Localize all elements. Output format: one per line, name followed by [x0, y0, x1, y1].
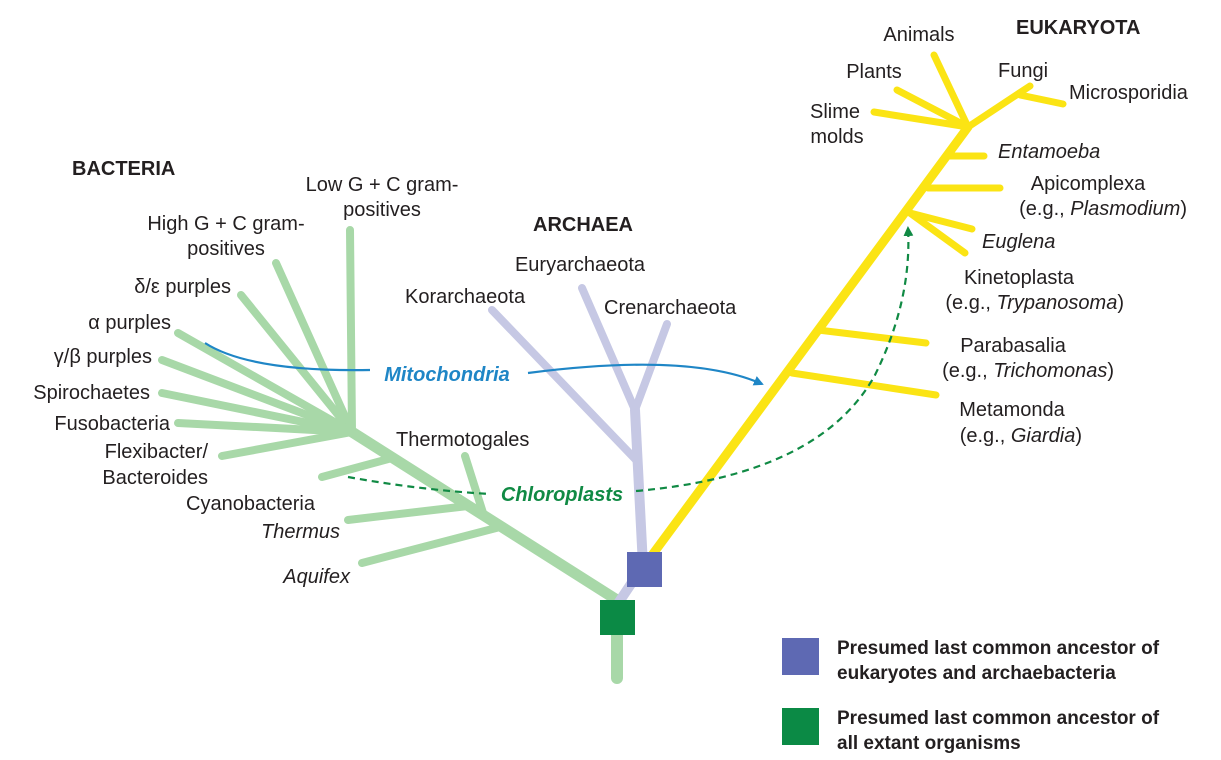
label-high-gc-line1: High G + C gram-: [147, 213, 304, 235]
label-chloroplasts: Chloroplasts: [501, 484, 623, 506]
metamonda-close: ): [1075, 425, 1082, 447]
apicomplexa-genus: Plasmodium: [1070, 198, 1180, 220]
label-metamonda-line1: Metamonda: [959, 399, 1065, 421]
branch-cyanobacteria: [318, 454, 396, 481]
bacteria-heading: BACTERIA: [72, 158, 175, 180]
label-spirochaetes: Spirochaetes: [33, 382, 150, 404]
branch-thermus: [344, 502, 472, 524]
label-kinetoplasta-line1: Kinetoplasta: [964, 267, 1075, 289]
label-crenarchaeota: Crenarchaeota: [604, 297, 737, 319]
branch-thermotogales: [461, 452, 488, 520]
branch-euryarchaeota: [578, 284, 639, 414]
branch-flexibacter: [218, 428, 356, 460]
branch-parabasalia: [814, 326, 930, 347]
label-thermotogales: Thermotogales: [396, 429, 529, 451]
branch-gamma-beta: [158, 356, 356, 436]
label-korarchaeota: Korarchaeota: [405, 286, 526, 308]
label-slime-molds-line2: molds: [810, 126, 863, 148]
label-parabasalia-line1: Parabasalia: [960, 335, 1067, 357]
label-low-gc-line2: positives: [343, 199, 421, 221]
label-low-gc-line1: Low G + C gram-: [306, 174, 459, 196]
branch-slime-molds: [870, 108, 972, 131]
branch-euglena: [906, 209, 976, 233]
mitochondria-arrow-tail: [204, 342, 371, 372]
label-delta-epsilon: δ/ε purples: [134, 276, 231, 298]
apicomplexa-close: ): [1180, 198, 1187, 220]
label-entamoeba: Entamoeba: [998, 141, 1100, 163]
label-kinetoplasta-line2: (e.g., Trypanosoma): [945, 292, 1124, 314]
label-metamonda-line2: (e.g., Giardia): [960, 425, 1082, 447]
branch-spirochaetes: [158, 389, 356, 436]
bacteria-branches: [158, 226, 623, 684]
legend-item2-line1: Presumed last common ancestor of: [837, 708, 1160, 729]
archaea-trunk: [630, 405, 648, 571]
kinetoplasta-eg: (e.g.,: [945, 292, 996, 314]
legend: Presumed last common ancestor of eukaryo…: [782, 638, 1160, 754]
label-slime-molds-line1: Slime: [810, 101, 860, 123]
branch-fusobacteria: [174, 419, 356, 436]
branch-high-gc: [272, 259, 356, 436]
branch-animals: [930, 51, 972, 131]
branch-korarchaeota: [488, 306, 642, 466]
label-parabasalia-line2: (e.g., Trichomonas): [942, 360, 1114, 382]
chloroplast-arrow-head: [635, 226, 914, 493]
label-flexibacter-line2: Bacteroides: [102, 467, 208, 489]
branch-plants: [893, 86, 972, 131]
label-plants: Plants: [846, 61, 902, 83]
kinetoplasta-genus: Trypanosoma: [997, 292, 1118, 314]
branch-crenarchaeota: [631, 320, 671, 414]
label-mitochondria: Mitochondria: [384, 364, 510, 386]
branch-alpha: [174, 329, 356, 436]
branch-kinetoplasta: [906, 209, 969, 257]
eukaryota-trunk: [639, 122, 973, 571]
ancestor-euk-arch-square: [627, 552, 662, 587]
chloroplast-arrow-tail: [347, 475, 491, 496]
label-high-gc-line2: positives: [187, 238, 265, 260]
branch-metamonda: [788, 369, 940, 399]
eukaryota-branches: [639, 51, 1067, 571]
mitochondria-arrow-head: [527, 363, 764, 386]
legend-item1-line1: Presumed last common ancestor of: [837, 638, 1160, 659]
label-euryarchaeota: Euryarchaeota: [515, 254, 646, 276]
eukaryota-heading: EUKARYOTA: [1016, 17, 1140, 39]
label-animals: Animals: [883, 24, 954, 46]
label-aquifex: Aquifex: [282, 566, 351, 588]
metamonda-genus: Giardia: [1011, 425, 1075, 447]
label-fusobacteria: Fusobacteria: [54, 413, 170, 435]
label-gamma-beta: γ/β purples: [54, 346, 152, 368]
parabasalia-genus: Trichomonas: [993, 360, 1107, 382]
label-microsporidia: Microsporidia: [1069, 82, 1189, 104]
legend-swatch-euk-arch: [782, 638, 819, 675]
label-alpha: α purples: [88, 312, 171, 334]
label-apicomplexa-line1: Apicomplexa: [1031, 173, 1146, 195]
label-euglena: Euglena: [982, 231, 1055, 253]
label-fungi: Fungi: [998, 60, 1048, 82]
label-flexibacter-line1: Flexibacter/: [105, 441, 209, 463]
parabasalia-eg: (e.g.,: [942, 360, 993, 382]
ancestor-all-square: [600, 600, 635, 635]
label-thermus: Thermus: [261, 521, 340, 543]
legend-swatch-all: [782, 708, 819, 745]
legend-item1-line2: eukaryotes and archaebacteria: [837, 663, 1116, 684]
label-apicomplexa-line2: (e.g., Plasmodium): [1019, 198, 1187, 220]
apicomplexa-eg: (e.g.,: [1019, 198, 1070, 220]
archaea-heading: ARCHAEA: [533, 214, 633, 236]
branch-low-gc: [346, 226, 356, 436]
branch-delta-epsilon: [237, 291, 356, 436]
parabasalia-close: ): [1107, 360, 1114, 382]
branch-microsporidia: [1016, 91, 1067, 108]
branch-aquifex: [358, 523, 504, 567]
kinetoplasta-close: ): [1117, 292, 1124, 314]
legend-item2-line2: all extant organisms: [837, 733, 1021, 754]
label-cyanobacteria: Cyanobacteria: [186, 493, 316, 515]
metamonda-eg: (e.g.,: [960, 425, 1011, 447]
